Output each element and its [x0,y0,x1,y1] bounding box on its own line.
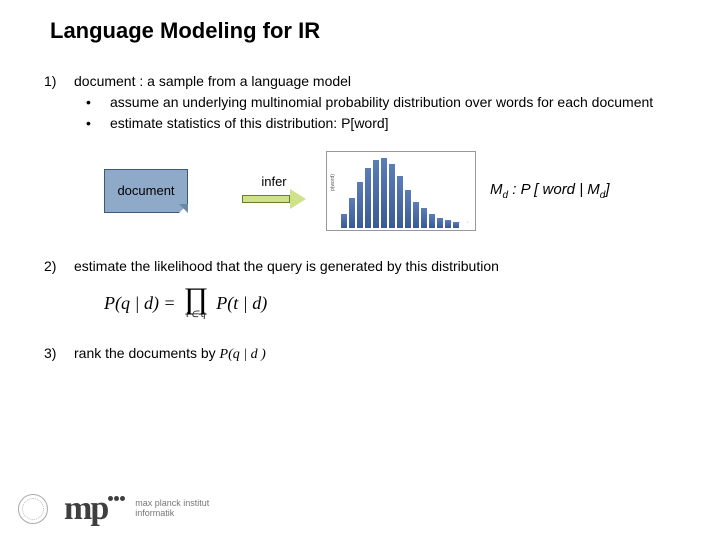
list-number: 3) [44,344,74,365]
sub-text: estimate statistics of this distribution… [110,114,389,133]
formula-rhs: P(t | d) [216,293,267,314]
chart-bar [341,214,347,228]
seal-icon [18,494,48,524]
product-symbol-icon: ∏ t ∈ q [180,288,213,320]
chart-bar [381,158,387,228]
distribution-chart: p(word) · · · · · · · · · · · · · · [326,151,476,231]
list-item-3: 3) rank the documents by P(q | d ) [44,344,692,365]
list-item-2: 2) estimate the likelihood that the quer… [44,257,692,276]
list-number: 1) [44,72,74,133]
document-box-label: document [117,183,174,198]
formula: P(q | d) = ∏ t ∈ q P(t | d) [104,288,692,320]
arrow-label: infer [261,174,286,189]
chart-ylabel: p(word) [330,174,336,191]
bullet-icon: • [74,114,110,133]
slide-title: Language Modeling for IR [50,18,692,44]
folded-corner-icon [179,204,188,213]
chart-bar [373,160,379,228]
list-text: rank the documents by P(q | d ) [74,344,692,365]
model-label: Md : P [ word | Md] [490,181,610,201]
document-box: document [104,169,188,213]
sub-text: assume an underlying multinomial probabi… [110,93,653,112]
list-number: 2) [44,257,74,276]
chart-bar [349,198,355,228]
infer-arrow: infer [242,174,306,207]
formula-lhs: P(q | d) = [104,293,176,314]
list-item-1: 1) document : a sample from a language m… [44,72,692,133]
list-text: estimate the likelihood that the query i… [74,257,692,276]
bullet-icon: • [74,93,110,112]
footer: mp max planck institutinformatik [18,490,209,528]
diagram-row: document infer p(word) · · · · · · · · ·… [104,151,692,231]
mpi-text: max planck institutinformatik [135,499,209,519]
chart-ellipsis-icon: · · · · · · · · · · · · · · [359,219,471,226]
list-text: document : a sample from a language mode… [74,72,692,91]
arrow-head-icon [290,189,306,209]
sub-item: • estimate statistics of this distributi… [74,114,692,133]
sub-item: • assume an underlying multinomial proba… [74,93,692,112]
arrow-stem-icon [242,195,290,203]
mpi-logo-block: mp max planck institutinformatik [64,490,209,528]
mpi-logo-icon: mp [64,490,125,528]
